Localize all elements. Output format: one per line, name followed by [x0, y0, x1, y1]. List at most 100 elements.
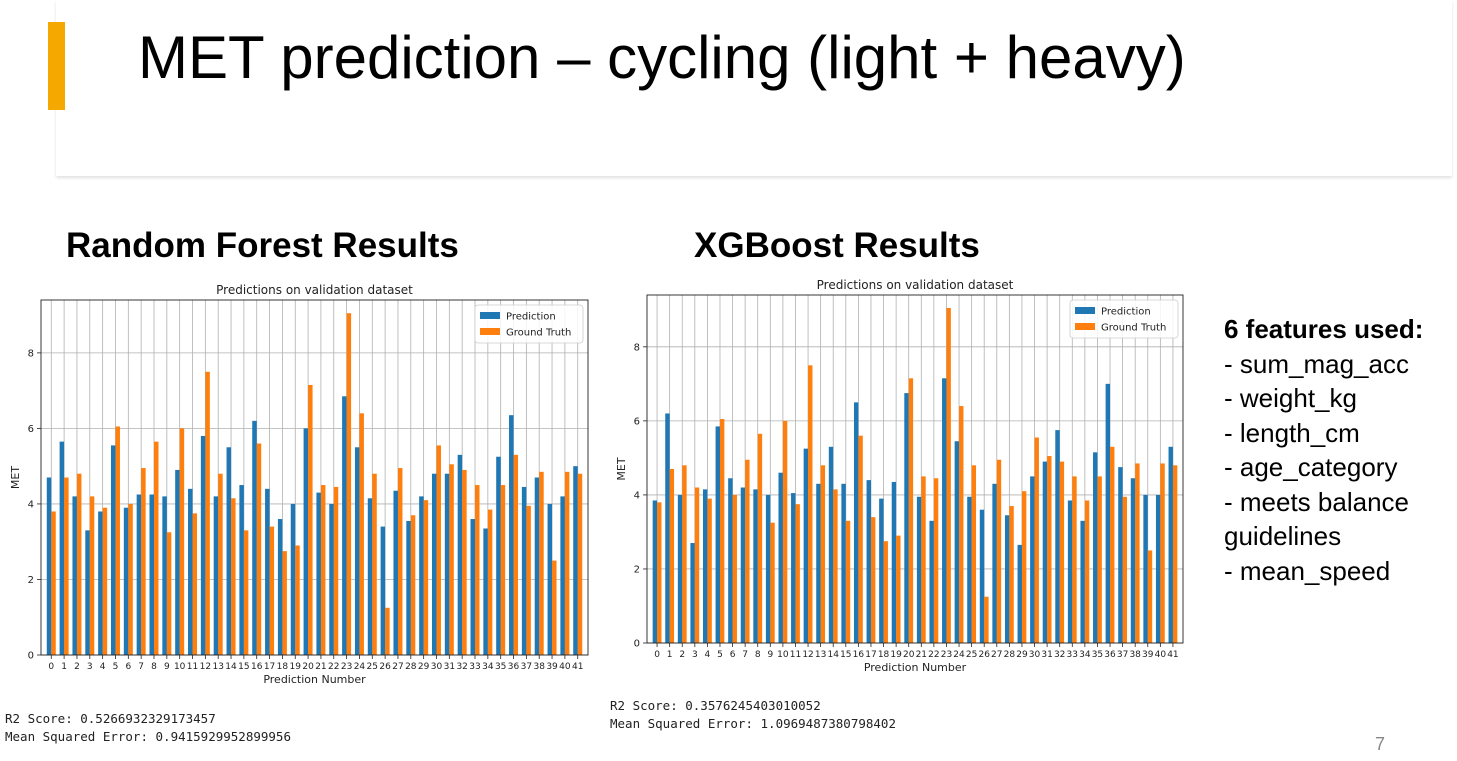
x-tick-label: 11	[187, 662, 198, 672]
bar-prediction	[816, 483, 821, 643]
bar-ground-truth	[243, 530, 249, 655]
bar-prediction	[778, 472, 783, 643]
bar-prediction	[715, 426, 720, 643]
bar-prediction	[277, 519, 283, 655]
bar-ground-truth	[745, 459, 750, 643]
rf-mse: Mean Squared Error: 0.9415929952899956	[5, 729, 291, 744]
x-tick-label: 35	[495, 662, 506, 672]
bar-prediction	[85, 530, 90, 655]
bar-ground-truth	[76, 473, 82, 655]
bar-ground-truth	[732, 494, 737, 643]
bar-prediction	[879, 498, 884, 643]
bar-prediction	[690, 543, 695, 643]
y-axis-label: MET	[615, 457, 628, 480]
bar-ground-truth	[128, 503, 133, 655]
legend-label: Prediction	[506, 312, 556, 323]
bar-prediction	[226, 447, 232, 655]
x-tick-label: 39	[1142, 650, 1154, 660]
bar-ground-truth	[1059, 461, 1065, 643]
chart-title: Predictions on validation dataset	[817, 278, 1014, 292]
x-tick-label: 1	[61, 662, 67, 672]
bar-ground-truth	[719, 419, 725, 643]
x-tick-label: 38	[533, 662, 545, 672]
bar-prediction	[406, 520, 411, 655]
bar-ground-truth	[782, 420, 788, 643]
x-tick-label: 41	[572, 662, 583, 672]
bar-ground-truth	[397, 468, 403, 655]
bar-prediction	[728, 478, 733, 643]
x-tick-label: 33	[469, 662, 480, 672]
feature-item: - weight_kg	[1224, 383, 1357, 413]
bar-ground-truth	[475, 485, 480, 655]
bar-prediction	[828, 446, 834, 643]
bar-prediction	[470, 519, 476, 655]
x-tick-label: 4	[705, 650, 711, 660]
bar-prediction	[1093, 452, 1098, 643]
bar-prediction	[496, 456, 501, 655]
title-band	[56, 0, 1452, 176]
bar-ground-truth	[256, 443, 262, 655]
bar-ground-truth	[1122, 496, 1128, 643]
y-tick-label: 4	[634, 490, 640, 501]
bar-prediction	[979, 509, 985, 643]
x-tick-label: 15	[840, 650, 851, 660]
random-forest-heading: Random Forest Results	[66, 226, 459, 265]
x-tick-label: 13	[212, 662, 223, 672]
x-tick-label: 37	[1117, 650, 1128, 660]
bar-ground-truth	[577, 473, 583, 655]
bar-prediction	[547, 503, 553, 655]
bar-prediction	[252, 420, 257, 655]
random-forest-metrics: R2 Score: 0.5266932329173457 Mean Square…	[5, 710, 291, 746]
feature-item: - meets balance guidelines	[1224, 486, 1409, 552]
x-tick-label: 21	[916, 650, 927, 660]
bar-ground-truth	[1047, 456, 1052, 643]
bar-prediction	[98, 511, 103, 655]
bar-ground-truth	[102, 507, 108, 655]
bar-ground-truth	[845, 520, 851, 643]
bar-ground-truth	[959, 406, 964, 643]
bar-prediction	[992, 483, 997, 643]
y-tick-label: 8	[28, 348, 34, 359]
bar-ground-truth	[564, 471, 570, 655]
x-tick-label: 21	[315, 662, 326, 672]
bar-ground-truth	[1034, 437, 1039, 643]
bar-ground-truth	[539, 471, 544, 655]
bar-prediction	[652, 500, 658, 643]
x-tick-label: 2	[74, 662, 80, 672]
x-tick-label: 41	[1167, 650, 1178, 660]
x-tick-label: 8	[151, 662, 157, 672]
x-tick-label: 17	[264, 662, 275, 672]
bar-ground-truth	[921, 476, 926, 643]
bar-prediction	[803, 448, 809, 643]
bar-prediction	[1118, 467, 1123, 643]
bar-prediction	[791, 493, 796, 643]
bar-ground-truth	[552, 560, 557, 655]
x-tick-label: 3	[87, 662, 93, 672]
features-title: 6 features used:	[1224, 314, 1424, 344]
bar-prediction	[329, 503, 334, 655]
x-axis-label: Prediction Number	[263, 673, 366, 686]
feature-item: - length_cm	[1224, 417, 1360, 448]
bar-ground-truth	[308, 384, 313, 655]
bar-ground-truth	[1160, 463, 1165, 643]
plot-frame	[40, 299, 589, 656]
x-tick-label: 19	[290, 662, 302, 672]
x-tick-label: 32	[1054, 650, 1065, 660]
bar-ground-truth	[436, 445, 441, 655]
bar-ground-truth	[500, 485, 506, 655]
x-tick-label: 2	[679, 650, 685, 660]
bar-prediction	[483, 528, 488, 655]
bar-prediction	[866, 480, 871, 643]
x-axis-label: Prediction Number	[864, 661, 967, 674]
legend-swatch	[1075, 307, 1095, 314]
bar-ground-truth	[51, 511, 56, 655]
bar-ground-truth	[141, 468, 146, 655]
x-tick-label: 36	[1104, 650, 1116, 660]
x-tick-label: 13	[815, 650, 826, 660]
bar-ground-truth	[385, 607, 390, 655]
xgboost-chart: Predictions on validation dataset 0 2 4 6 8 0 1…	[604, 272, 1196, 684]
x-tick-label: 17	[865, 650, 876, 660]
x-tick-label: 29	[418, 662, 430, 672]
bar-prediction	[967, 496, 972, 643]
